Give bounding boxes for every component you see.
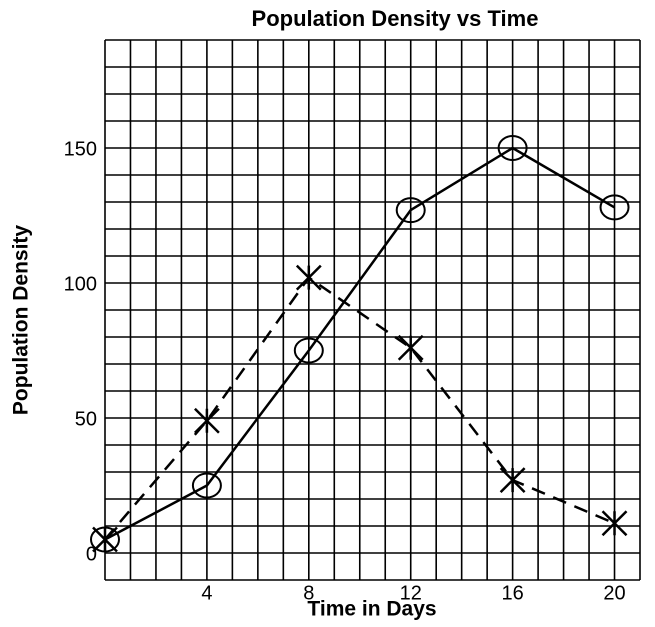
chart-title: Population Density vs Time	[252, 6, 539, 31]
y-axis-label: Population Density	[10, 225, 33, 416]
y-tick-label: 150	[64, 138, 97, 160]
x-tick-label: 4	[201, 582, 212, 604]
point-marker	[497, 135, 528, 161]
y-tick-label: 100	[64, 273, 97, 295]
point-marker	[397, 334, 424, 361]
point-marker	[295, 264, 322, 291]
point-marker	[191, 472, 222, 499]
point-marker	[499, 467, 526, 493]
x-tick-label: 16	[501, 582, 523, 604]
y-tick-label: 50	[75, 408, 97, 430]
series-line	[104, 275, 616, 541]
point-marker	[395, 197, 426, 224]
x-tick-label: 20	[603, 582, 625, 604]
x-tick-label: 12	[400, 582, 422, 604]
point-marker	[293, 337, 324, 364]
x-tick-label: 8	[303, 582, 314, 604]
y-tick-label: 0	[86, 543, 97, 565]
point-marker	[194, 407, 220, 434]
series-line	[104, 146, 616, 541]
x-axis-label: Time in Days	[307, 598, 436, 621]
point-marker	[601, 510, 628, 537]
point-marker	[92, 526, 118, 553]
point-marker	[599, 194, 630, 221]
